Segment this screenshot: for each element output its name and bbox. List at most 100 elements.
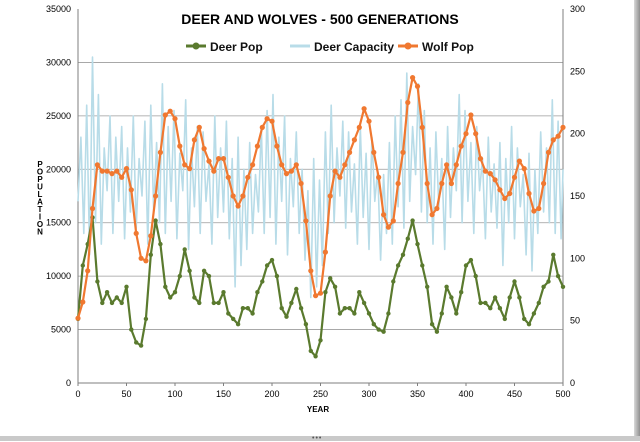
deer-pop-point	[512, 279, 517, 284]
wolf-pop-point	[75, 315, 81, 321]
wolf-pop-point	[235, 203, 241, 209]
deer-pop-point	[434, 329, 440, 334]
y-axis-title-letter: O	[37, 220, 43, 229]
window-edge-right	[634, 0, 640, 441]
deer-pop-point	[405, 236, 410, 241]
deer-pop-point	[80, 263, 86, 268]
x-tick-label: 400	[458, 389, 473, 399]
wolf-pop-point	[361, 106, 367, 112]
wolf-pop-point	[405, 99, 411, 106]
deer-pop-point	[143, 316, 149, 322]
wolf-pop-point	[167, 108, 173, 114]
y-left-tick-label: 20000	[46, 164, 71, 174]
deer-pop-point	[323, 290, 328, 295]
wolf-pop-point	[497, 187, 503, 193]
wolf-pop-point	[153, 193, 159, 199]
deer-pop-point	[517, 295, 522, 300]
deer-pop-point	[386, 311, 391, 316]
deer-pop-point	[488, 306, 493, 311]
deer-pop-point	[507, 295, 512, 300]
y-left-tick-label: 25000	[46, 111, 71, 121]
wolf-pop-point	[80, 299, 86, 305]
x-tick-label: 250	[313, 389, 328, 399]
wolf-pop-point	[322, 249, 328, 255]
y-left-tick-label: 10000	[46, 271, 71, 281]
wolf-pop-point	[502, 195, 508, 202]
wolf-pop-point	[511, 174, 518, 180]
wolf-pop-point	[327, 193, 333, 199]
x-tick-label: 350	[410, 389, 425, 399]
deer-pop-point	[347, 306, 352, 311]
wolf-pop-point	[89, 205, 96, 212]
deer-pop-point	[444, 284, 449, 289]
y-axis-title-letter: T	[38, 205, 43, 214]
wolf-pop-point	[434, 205, 440, 212]
deer-pop-point	[226, 311, 231, 316]
deer-pop-point	[459, 290, 464, 295]
deer-pop-point	[381, 329, 386, 334]
legend-marker-wolf-pop	[404, 42, 412, 50]
wolf-pop-point	[560, 124, 566, 130]
y-left-tick-label: 30000	[46, 57, 71, 67]
wolf-pop-point	[414, 83, 421, 89]
wolf-pop-point	[303, 218, 309, 224]
deer-pop-point	[400, 252, 406, 257]
wolf-pop-point	[177, 143, 183, 149]
wolf-pop-point	[250, 162, 256, 168]
wolf-pop-point	[419, 124, 425, 130]
series-group	[75, 56, 566, 359]
deer-pop-point	[269, 257, 275, 263]
deer-pop-point	[318, 338, 323, 343]
deer-pop-point	[197, 300, 202, 306]
y-left-tick-label: 15000	[46, 218, 71, 228]
deer-pop-point	[541, 284, 546, 289]
deer-pop-point	[153, 218, 158, 223]
deer-pop-point	[245, 306, 250, 311]
deer-pop-point	[216, 300, 221, 306]
wolf-pop-point	[536, 205, 542, 212]
legend-label-deer-pop: Deer Pop	[210, 40, 263, 54]
wolf-pop-point	[531, 208, 537, 214]
wolf-pop-point	[468, 112, 474, 118]
wolf-pop-point	[487, 171, 493, 177]
deer-pop-point	[221, 290, 226, 295]
wolf-pop-point	[317, 290, 324, 296]
deer-pop-point	[138, 343, 144, 348]
wolf-pop-point	[85, 268, 91, 274]
y-axis-title-letter: U	[37, 183, 43, 192]
wolf-pop-point	[545, 149, 552, 155]
wolf-pop-point	[109, 171, 115, 177]
resize-grip-icon[interactable]: •••	[312, 435, 323, 442]
deer-pop-point	[483, 300, 488, 306]
deer-pop-point	[129, 327, 134, 332]
deer-pop-point	[279, 306, 284, 311]
deer-pop-point	[429, 322, 435, 327]
wolf-pop-point	[264, 116, 270, 122]
wolf-pop-point	[114, 168, 120, 174]
wolf-pop-point	[104, 168, 110, 174]
deer-pop-point	[546, 279, 551, 284]
wolf-pop-point	[342, 162, 348, 168]
deer-pop-point	[158, 241, 163, 247]
tick-labels: 0500010000150002000025000300003500005010…	[46, 4, 585, 399]
wolf-pop-point	[293, 162, 299, 168]
deer-pop-point	[289, 300, 294, 306]
deer-pop-point	[357, 290, 362, 295]
wolf-pop-point	[162, 112, 168, 118]
deer-pop-point	[308, 348, 313, 354]
deer-pop-point	[492, 295, 498, 300]
wolf-pop-point	[172, 116, 178, 122]
deer-pop-point	[395, 263, 401, 268]
wolf-pop-point	[119, 174, 125, 180]
y-right-tick-label: 300	[570, 4, 585, 14]
deer-pop-point	[274, 273, 280, 279]
wolf-pop-point	[385, 224, 391, 230]
deer-pop-point	[502, 316, 507, 322]
wolf-pop-point	[482, 168, 488, 174]
wolf-pop-point	[453, 162, 459, 168]
deer-pop-point	[526, 322, 532, 327]
x-tick-label: 300	[361, 389, 376, 399]
deer-pop-point	[536, 300, 541, 306]
wolf-pop-point	[157, 149, 163, 155]
